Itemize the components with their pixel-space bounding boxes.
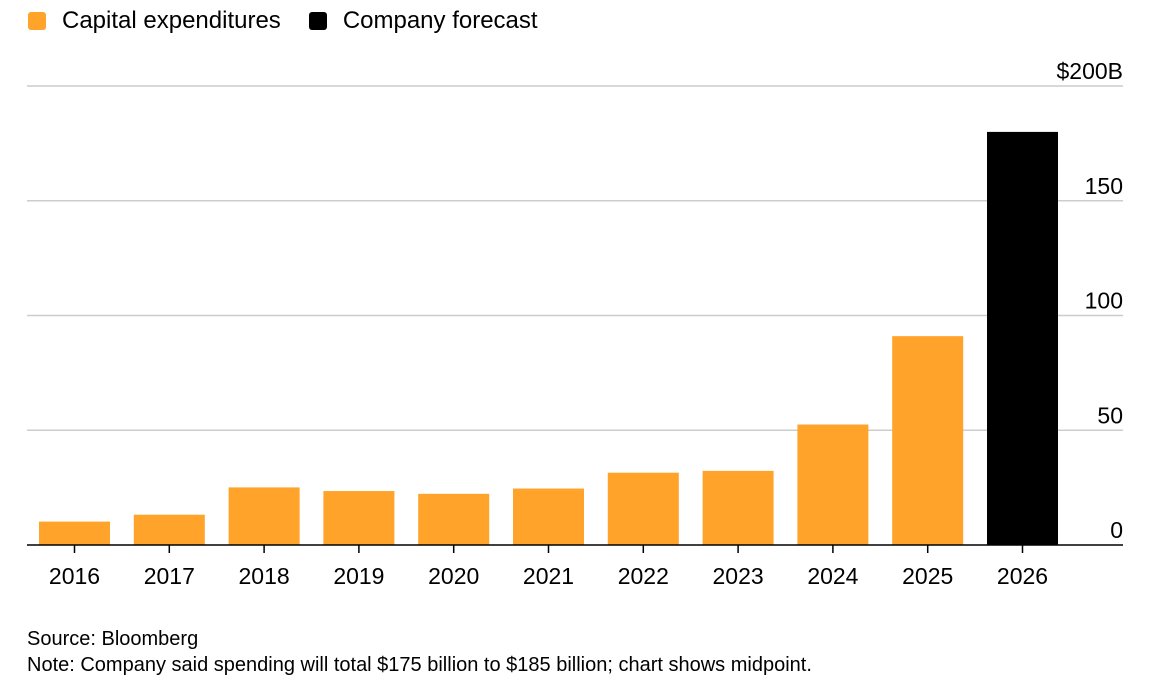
source-note: Source: Bloomberg	[27, 628, 199, 650]
bar-2021	[513, 488, 584, 545]
y-tick-label: $200B	[1056, 58, 1123, 84]
y-tick-label: 50	[1097, 402, 1123, 428]
y-tick-label: 0	[1110, 517, 1123, 543]
bar-2019	[323, 491, 395, 545]
x-tick-label: 2020	[428, 563, 479, 589]
bar-2023	[702, 470, 774, 545]
x-tick-label: 2023	[713, 563, 764, 589]
x-tick-label: 2024	[807, 563, 858, 589]
legend-item-capital-expenditures: Capital expenditures	[28, 6, 281, 36]
bar-2018	[228, 487, 300, 545]
bar-2022	[607, 472, 679, 545]
chart-legend: Capital expenditures Company forecast	[28, 6, 566, 36]
bar-chart: 0 50 100 150 $200B 2016 2017 2018 2019 2020 2021 20…	[27, 58, 1123, 589]
x-tick-label: 2016	[49, 563, 100, 589]
x-tick-label: 2018	[239, 563, 290, 589]
legend-item-company-forecast: Company forecast	[308, 6, 538, 36]
x-tick-label: 2019	[333, 563, 384, 589]
y-tick-label: 100	[1085, 288, 1123, 314]
bar-2020	[418, 493, 490, 545]
bar-2025	[892, 336, 964, 545]
bar-2017	[133, 514, 205, 545]
x-tick-label: 2025	[902, 563, 953, 589]
y-tick-label: 150	[1085, 173, 1123, 199]
x-tick-label: 2022	[618, 563, 669, 589]
legend-swatch-company-forecast	[308, 12, 327, 30]
legend-label-company-forecast: Company forecast	[342, 7, 538, 34]
footnote: Note: Company said spending will total $…	[27, 654, 812, 676]
chart-footer: Source: Bloomberg Note: Company said spe…	[27, 626, 812, 678]
x-tick-label: 2021	[523, 563, 574, 589]
legend-label-capital-expenditures: Capital expenditures	[62, 7, 281, 34]
bar-2016	[39, 521, 110, 545]
x-tick-label: 2026	[997, 563, 1048, 589]
legend-swatch-capital-expenditures	[28, 12, 46, 30]
bar-2024	[797, 424, 869, 545]
x-tick-label: 2017	[144, 563, 195, 589]
bar-2026	[987, 131, 1058, 545]
